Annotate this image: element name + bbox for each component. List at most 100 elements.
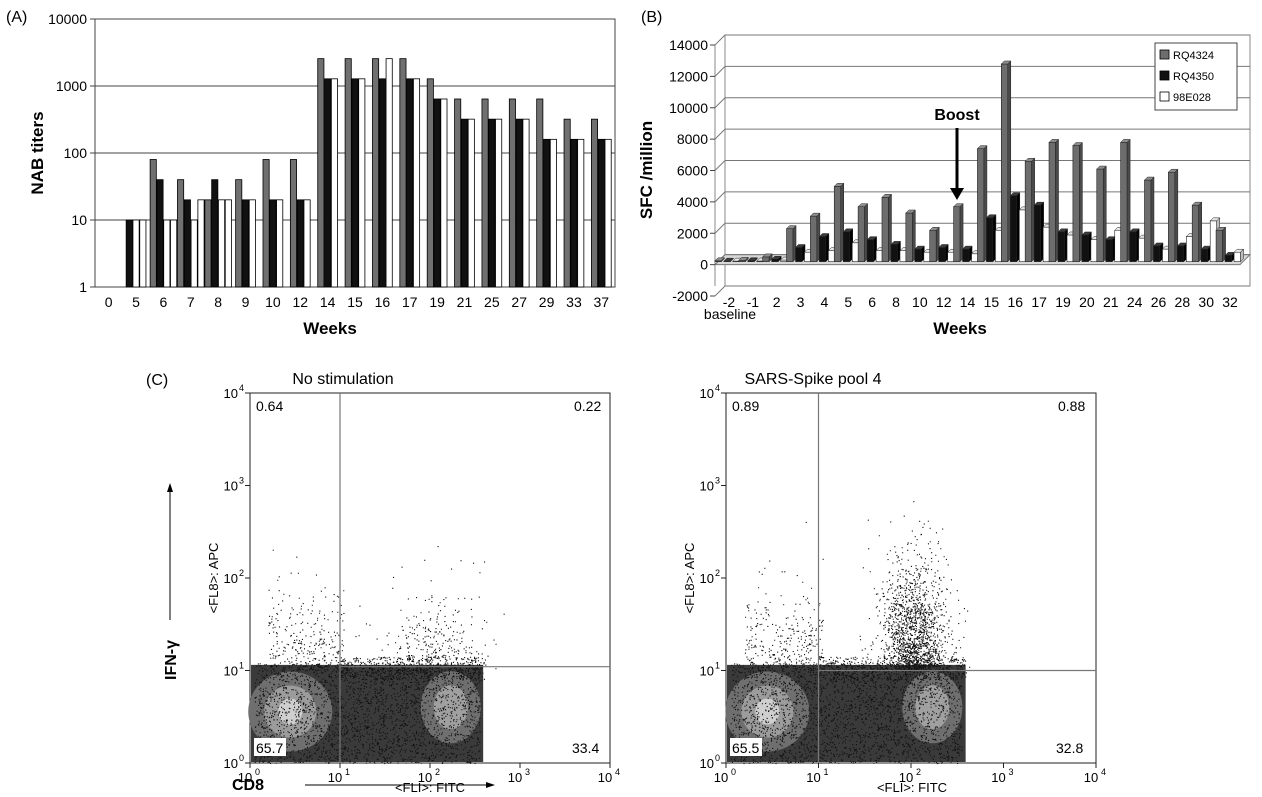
- panel-b-x-tick-label: 24: [1127, 294, 1143, 310]
- panel-a-x-tick-label: 6: [160, 294, 168, 310]
- flow-y-tick-label: 10: [700, 756, 714, 771]
- panel-a-bar: [536, 98, 544, 288]
- flow-y-tick-label: 10: [224, 756, 238, 771]
- panel-a-x-tick-label: 8: [214, 294, 222, 310]
- panel-b-y-tick-label: 4000: [677, 194, 708, 210]
- flow-x-tick-exponent: 2: [435, 767, 440, 777]
- panel-a-bar: [385, 58, 393, 288]
- panel-a-x-tick-label: 25: [484, 294, 500, 310]
- flow-x-tick-label: 10: [418, 770, 432, 785]
- flow-plot-2-ticks: 10 010 010 110 110 210 210 310 310 410 4: [700, 383, 1106, 785]
- panel-a-x-tick-label: 21: [457, 294, 473, 310]
- flow-y-tick-label: 10: [224, 664, 238, 679]
- panel-a-bar: [515, 118, 523, 288]
- panel-a-bar: [508, 98, 516, 288]
- panel-a-bar: [372, 58, 380, 288]
- panel-a-bar: [378, 78, 386, 288]
- panel-b-bar-front: [1072, 145, 1080, 262]
- panel-b-x-tick-label: 21: [1103, 294, 1119, 310]
- flow-y-tick-label: 10: [700, 479, 714, 494]
- panel-a-x-tick-label: 15: [347, 294, 363, 310]
- flow-y-tick-exponent: 4: [239, 383, 244, 393]
- boost-label: Boost: [934, 107, 980, 124]
- panel-b-bar-front: [962, 248, 970, 262]
- cd8-axis-indicator: CD8: [232, 777, 495, 794]
- panel-a-x-tick-label: 37: [594, 294, 610, 310]
- panel-b-bar-front: [914, 248, 922, 262]
- panel-b-bar-front: [995, 229, 1003, 262]
- panel-a-bar: [296, 199, 304, 288]
- panel-b-bar-front: [857, 206, 865, 262]
- panel-b-bar-front: [762, 256, 770, 262]
- panel-a-x-tick-label: 27: [511, 294, 527, 310]
- flow-x-tick-label: 10: [899, 770, 913, 785]
- panel-a-bar: [481, 98, 489, 288]
- panel-b-gridline-depth: [714, 191, 726, 203]
- panel-a-x-ticks: 0 5 6 7 8 9 10 12 14 15 16 17 19 21 25 27 29 33 37: [105, 294, 610, 310]
- panel-a-bar: [577, 138, 585, 288]
- panel-b-x-tick-label: 4: [820, 294, 828, 310]
- panel-b-x-tick-label: 6: [868, 294, 876, 310]
- panel-b-bar-front: [1009, 195, 1018, 262]
- panel-b-bar-front: [1162, 248, 1170, 262]
- panel-b-bar-front: [1096, 168, 1104, 262]
- flow-y-tick-exponent: 1: [239, 661, 244, 671]
- legend-swatch-98e028: [1159, 91, 1170, 102]
- panel-b-y-ticks: -2000 0 2000 4000 6000 8000 10000 12000 14000: [669, 37, 715, 304]
- panel-a-bar: [317, 58, 325, 288]
- panel-a-bar: [454, 98, 462, 288]
- panel-a-bar: [344, 58, 352, 288]
- panel-a-bar: [406, 78, 414, 288]
- panel-a-bar: [242, 199, 250, 288]
- panel-a-x-tick-label: 19: [429, 294, 445, 310]
- flow-plot-2-quadrant-gates: [817, 393, 1096, 763]
- panel-b-x-tick-label: -2: [723, 294, 736, 310]
- flow-2-q-lower-left-bg: [730, 738, 762, 756]
- panel-b-bar-front: [1177, 245, 1185, 262]
- panel-b-x-tick-label: 15: [984, 294, 1000, 310]
- panel-b-bar-front: [890, 244, 898, 262]
- panel-b-bar-front: [1105, 239, 1113, 262]
- panel-b-bar-front: [1048, 142, 1056, 262]
- panel-a-y-tick-label: 1: [79, 279, 87, 295]
- panel-b-bar-front: [1144, 179, 1152, 262]
- flow-x-tick-exponent: 1: [824, 767, 829, 777]
- flow-2-q-lower-right: 32.8: [1056, 740, 1083, 756]
- panel-a-x-tick-label: 33: [566, 294, 582, 310]
- flow-plot-1-events: [248, 546, 505, 765]
- panel-b-bar-front: [842, 231, 851, 262]
- panel-b-bar-side: [777, 255, 782, 263]
- flow-2-q-upper-left: 0.89: [732, 398, 759, 414]
- panel-a-x-tick-label: 10: [265, 294, 281, 310]
- flow-plot-1-quadrant-gates: [339, 393, 610, 763]
- panel-b-x-tick-label: 10: [912, 294, 928, 310]
- panel-b-bar-front: [971, 253, 979, 262]
- panel-b-gridline-depth: [714, 34, 726, 46]
- ifn-gamma-label: IFN-γ: [163, 640, 180, 680]
- flow-y-tick-label: 10: [224, 479, 238, 494]
- flow-event-dots: [730, 501, 971, 765]
- panel-b-y-tick-label: 0: [700, 257, 708, 273]
- panel-a-x-tick-label: 7: [187, 294, 195, 310]
- panel-b-bar-front: [1066, 234, 1074, 262]
- panel-a-y-tick-label: 10000: [48, 11, 87, 27]
- panel-a-bar: [330, 78, 338, 288]
- cd8-arrow-head: [486, 782, 495, 788]
- flow-y-tick-label: 10: [700, 571, 714, 586]
- panel-b-bar-front: [977, 148, 985, 262]
- panel-a-x-tick-label: 14: [320, 294, 336, 310]
- cd8-label: CD8: [232, 777, 264, 794]
- flow-y-tick-label: 10: [700, 386, 714, 401]
- flow-y-tick-label: 10: [224, 571, 238, 586]
- panel-a-x-axis-title: Weeks: [303, 319, 357, 338]
- panel-b-bar-front: [771, 258, 779, 262]
- panel-b-x-axis-title: Weeks: [933, 319, 987, 338]
- panel-b-bar-front: [899, 250, 907, 262]
- flow-x-tick-exponent: 4: [1101, 767, 1106, 777]
- panel-b-bars: [714, 60, 1245, 263]
- panel-a-bar: [149, 159, 157, 288]
- flow-1-q-upper-right: 0.22: [574, 398, 601, 414]
- legend-swatch-rq4350: [1159, 70, 1170, 81]
- panel-b-x-ticks: -2 -1 2 3 4 5 6 8 10 12 14 15 16 17 19 20 21 24 26 28 30 32: [723, 294, 1238, 310]
